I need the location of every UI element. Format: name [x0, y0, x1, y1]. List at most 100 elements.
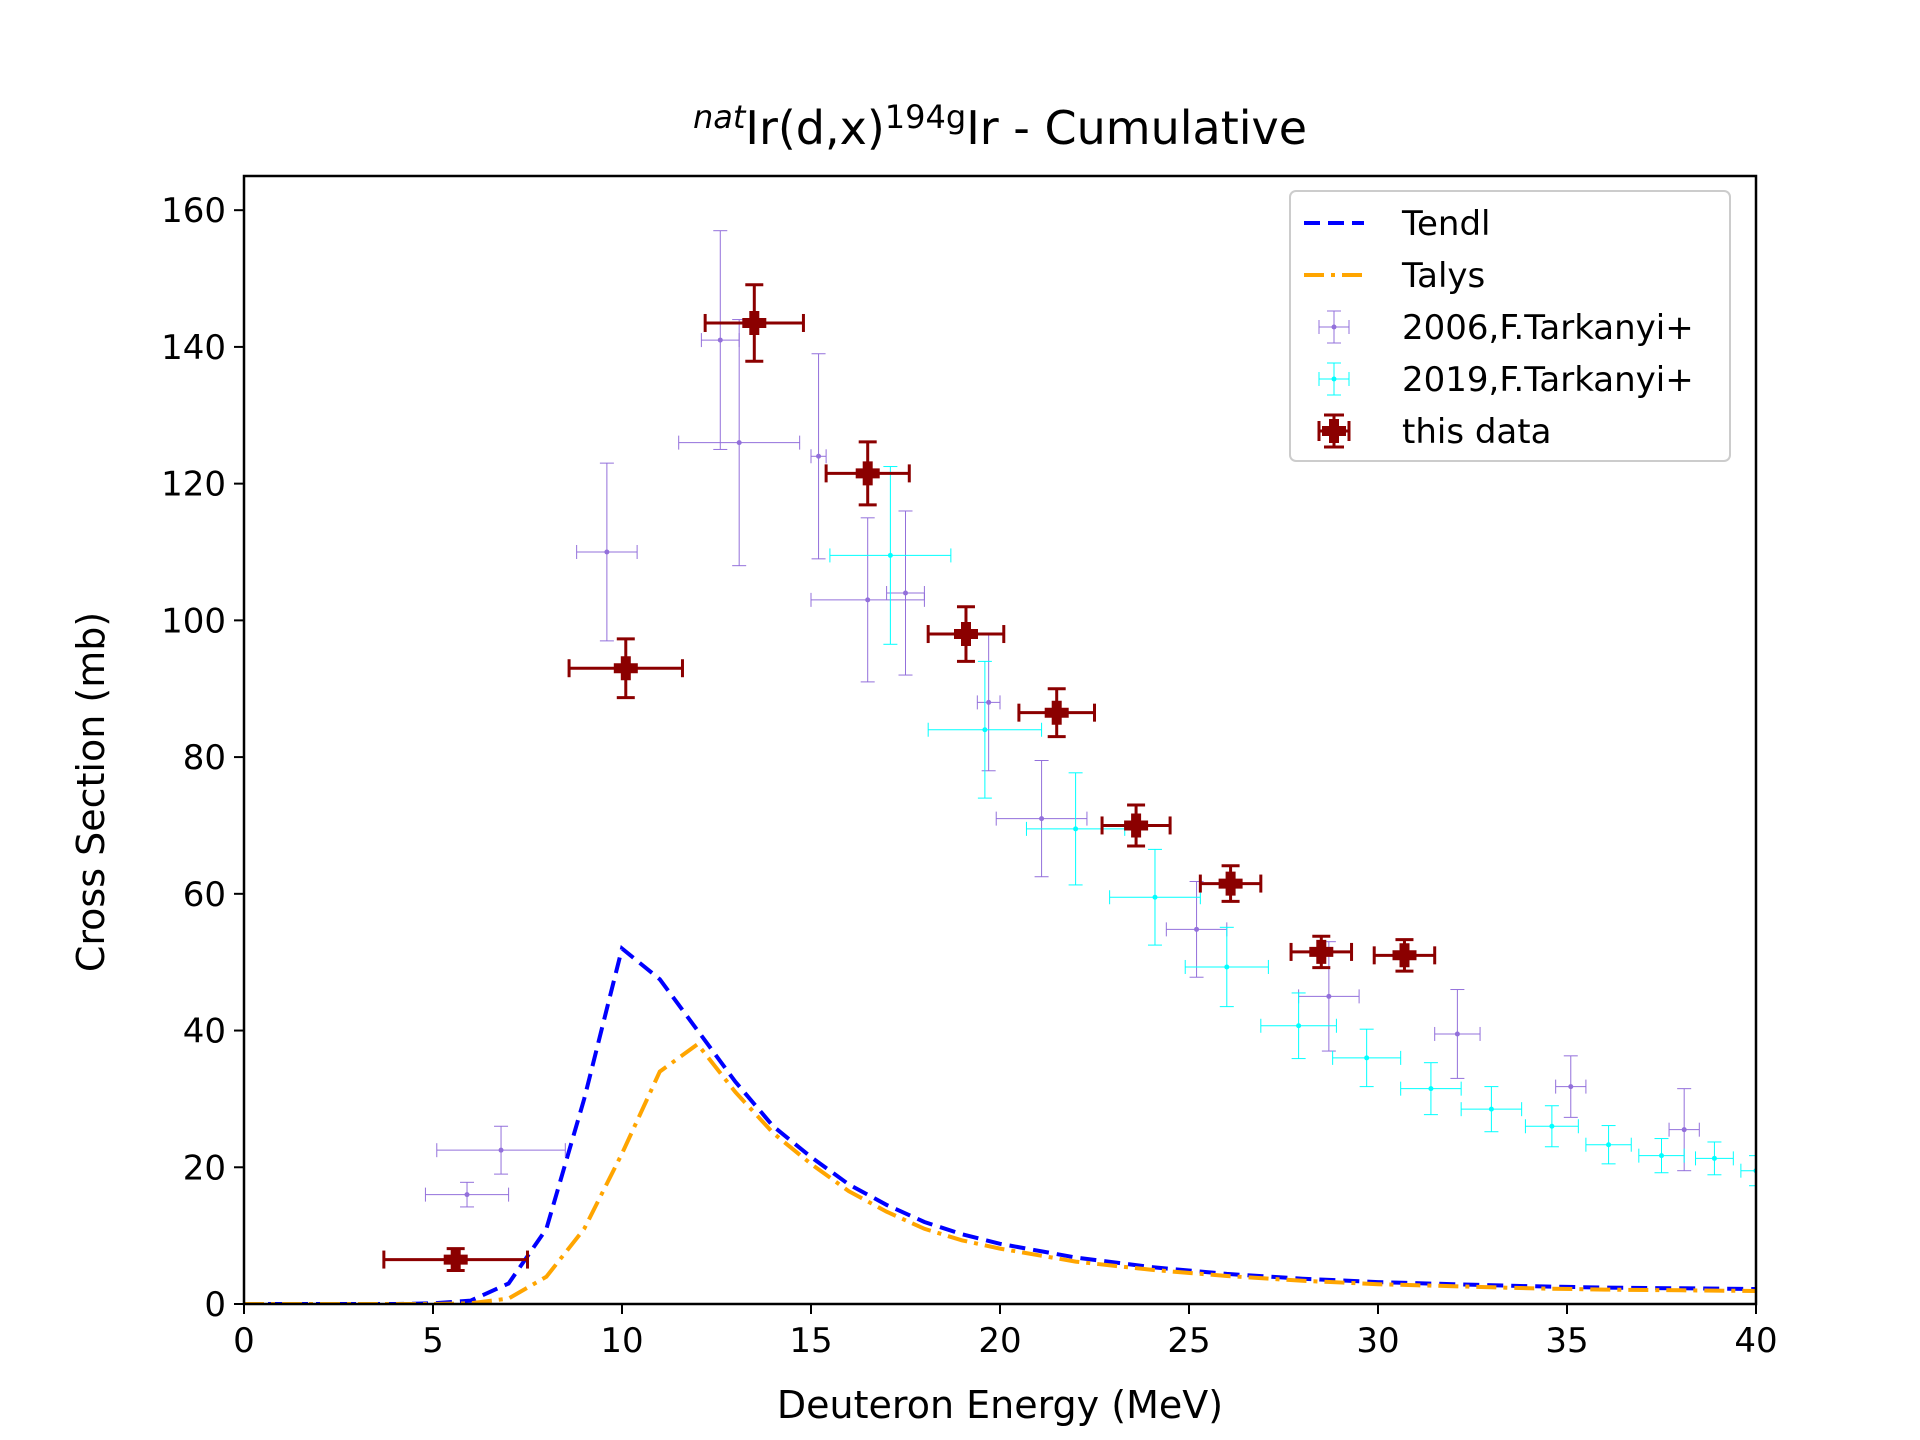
dot-marker	[1454, 1031, 1460, 1037]
data-point	[1695, 1141, 1734, 1176]
y-tick-label: 40	[183, 1012, 226, 1052]
plus-marker	[954, 622, 978, 646]
title-main2: Ir - Cumulative	[966, 101, 1307, 155]
plus-marker	[1309, 939, 1334, 964]
legend-label: 2006,F.Tarkanyi+	[1402, 308, 1694, 348]
dot-marker	[1296, 1023, 1302, 1029]
series-3	[829, 466, 1756, 1187]
legend-entry: 2019,F.Tarkanyi+	[1318, 360, 1694, 400]
data-point	[886, 510, 925, 676]
data-point	[1260, 992, 1337, 1060]
legend-box	[1289, 190, 1731, 462]
dot-marker	[1152, 894, 1158, 900]
dot-marker	[1659, 1153, 1664, 1159]
data-point	[1400, 1062, 1462, 1116]
dot-marker	[717, 337, 723, 343]
dot-marker	[498, 1147, 504, 1153]
legend-entry: Tendl	[1304, 204, 1491, 244]
dot-marker	[1194, 926, 1200, 932]
x-tick-label: 40	[1734, 1321, 1777, 1361]
data-point	[829, 466, 952, 645]
data-point	[1332, 1028, 1402, 1088]
legend-entry: 2006,F.Tarkanyi+	[1318, 308, 1694, 348]
data-point	[1555, 1055, 1587, 1118]
data-point	[703, 283, 805, 363]
data-point	[1298, 941, 1360, 1052]
series-2	[424, 230, 1700, 1208]
series-4	[382, 283, 1437, 1273]
legend-label: Talys	[1401, 256, 1485, 296]
legend-label: 2019,F.Tarkanyi+	[1402, 360, 1694, 400]
series-0	[244, 944, 1756, 1304]
data-point	[1372, 938, 1437, 973]
title-prefix-sup: nat	[693, 98, 747, 136]
dot-marker	[986, 699, 992, 705]
y-tick-label: 0	[204, 1285, 226, 1325]
x-tick-label: 5	[422, 1321, 444, 1361]
dot-marker	[1039, 816, 1045, 822]
title-main1: Ir(d,x)	[745, 101, 884, 155]
x-tick-label: 0	[233, 1321, 255, 1361]
data-point	[1434, 989, 1481, 1079]
dot-marker	[1488, 1106, 1494, 1112]
x-tick-label: 15	[789, 1321, 832, 1361]
data-point	[1017, 687, 1096, 739]
dot-marker	[1428, 1086, 1434, 1092]
y-tick-label: 20	[183, 1148, 226, 1188]
data-point	[700, 230, 740, 450]
dot-marker	[1326, 993, 1332, 999]
dot-marker	[1364, 1055, 1370, 1061]
chart-title: natIr(d,x)194gIr - Cumulative	[693, 98, 1307, 155]
data-point	[1109, 848, 1201, 946]
y-tick-label: 120	[161, 465, 226, 505]
data-point	[976, 633, 1001, 772]
dot-marker	[1711, 1155, 1717, 1161]
dot-marker	[604, 549, 610, 555]
legend-entry: this data	[1317, 412, 1551, 452]
data-point	[824, 440, 911, 507]
data-point	[576, 462, 638, 642]
dot-marker	[1224, 964, 1230, 970]
y-tick-label: 160	[161, 191, 226, 231]
data-point	[1638, 1138, 1685, 1174]
legend-marker	[1331, 324, 1337, 330]
data-point	[1165, 881, 1228, 978]
data-point	[1460, 1086, 1523, 1133]
y-tick-label: 80	[183, 738, 226, 778]
dot-marker	[1549, 1123, 1555, 1129]
plus-marker	[443, 1247, 468, 1272]
legend-label: Tendl	[1401, 204, 1491, 244]
data-point	[678, 319, 801, 567]
plus-marker	[1124, 813, 1149, 838]
data-point	[1025, 772, 1126, 886]
x-tick-label: 30	[1356, 1321, 1399, 1361]
dot-marker	[1073, 826, 1079, 832]
x-tick-label: 20	[978, 1321, 1021, 1361]
x-axis-label: Deuteron Energy (MeV)	[777, 1383, 1223, 1427]
data-point	[1100, 803, 1172, 848]
dot-marker	[464, 1192, 470, 1198]
series-1	[244, 1041, 1756, 1304]
plus-marker	[613, 656, 638, 681]
data-point	[1184, 926, 1269, 1008]
y-axis-label: Cross Section (mb)	[69, 612, 113, 972]
dot-marker	[816, 453, 822, 459]
dot-marker	[1681, 1127, 1687, 1133]
data-point	[1289, 934, 1354, 970]
series-line-1	[244, 1041, 1756, 1304]
data-point	[926, 605, 1006, 663]
data-point	[436, 1125, 566, 1175]
legend: Tendl Talys 2006,F.Tarkanyi+ 2019,F.Tarkany…	[1289, 190, 1731, 462]
y-tick-label: 140	[161, 328, 226, 368]
data-point	[995, 760, 1088, 878]
plus-marker	[1218, 871, 1243, 896]
data-point	[927, 660, 1043, 799]
data-point	[1198, 864, 1263, 903]
plot-area	[244, 230, 1756, 1304]
legend-label: this data	[1402, 412, 1551, 452]
dot-marker	[887, 552, 893, 558]
axes: 0 5 10 15 20 25 30 35 40 0 20 40 60 80 100 120 140 160	[161, 174, 1778, 1361]
dot-marker	[1568, 1084, 1574, 1090]
y-tick-label: 100	[161, 601, 226, 641]
